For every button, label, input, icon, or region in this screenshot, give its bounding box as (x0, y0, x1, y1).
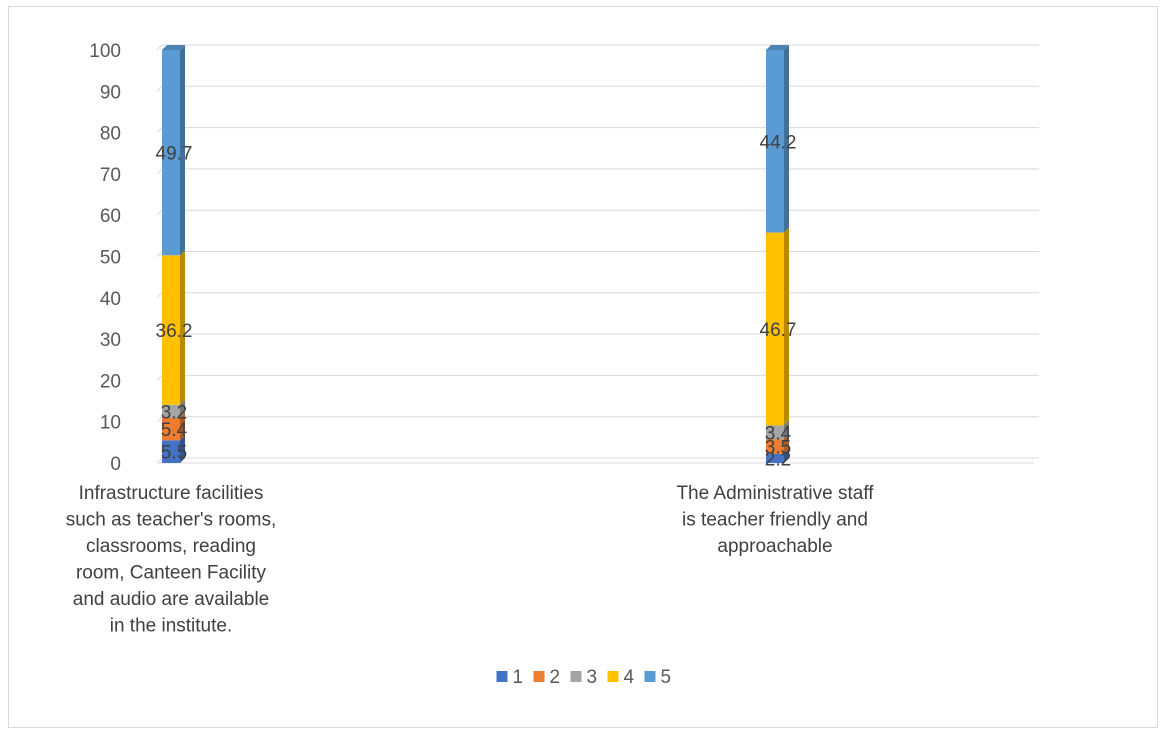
gridline-side-10 (156, 416, 163, 423)
gridline-side-30 (156, 333, 163, 340)
gridline-side-90 (156, 85, 163, 92)
legend-item-3: 3 (570, 667, 598, 688)
y-tick-label-90: 90 (100, 82, 121, 103)
bar-front (766, 453, 784, 463)
data-label-cat1-series-1: 5.5 (161, 443, 187, 464)
bar-side (180, 412, 185, 441)
legend-swatch (533, 671, 545, 682)
bar-side (784, 448, 789, 463)
category-label-line: The Administrative staff (676, 483, 874, 504)
category-label-2: The Administrative staff is teacher frien… (676, 483, 874, 557)
gridline-side-80 (156, 127, 163, 133)
legend-item-4: 4 (607, 667, 635, 688)
category-label-line: in the institute. (110, 616, 233, 637)
data-label-cat2-series-4: 46.7 (760, 320, 797, 341)
y-tick-label-10: 10 (100, 413, 121, 434)
category-label-line: approachable (717, 536, 832, 557)
category-label-line: and audio are available (73, 589, 270, 610)
y-tick-label-60: 60 (100, 206, 121, 227)
bar-segment-cat1-series-3 (162, 399, 185, 418)
legend-item-5: 5 (644, 667, 672, 688)
category-label-1: Infrastructure facilities such as teacher… (66, 483, 277, 637)
category-label-line: classrooms, reading (86, 536, 256, 557)
y-tick-label-100: 100 (89, 41, 121, 62)
y-tick-label-30: 30 (100, 330, 121, 351)
bar-front (766, 232, 784, 426)
bar-segment-cat1-series-1 (162, 435, 185, 463)
legend-label: 4 (624, 667, 635, 688)
bar-front (162, 417, 180, 441)
bar-side (784, 45, 789, 233)
bar-side (784, 434, 789, 454)
bar-side (180, 250, 185, 405)
data-label-cat2-series-2: 3.5 (765, 438, 791, 459)
chart-frame: 0 10 20 30 40 50 60 70 80 90 100 5.5 5.4 3.2 36.2 49.7… (8, 6, 1158, 728)
bar-front (766, 50, 784, 233)
gridline-side-70 (156, 168, 163, 175)
gridline-side-20 (156, 375, 163, 381)
data-label-cat1-series-2: 5.4 (161, 420, 188, 441)
category-labels: Infrastructure facilities such as teacher… (66, 483, 875, 637)
category-label-line: room, Canteen Facility (76, 563, 267, 584)
y-tick-label-70: 70 (100, 165, 121, 186)
bar-segment-cat1-series-4 (162, 250, 185, 405)
bar-segment-cat2-series-4 (766, 227, 789, 426)
gridline-side-50 (156, 251, 163, 257)
bar-side (784, 420, 789, 440)
data-label-cat1-series-4: 36.2 (156, 321, 193, 342)
data-label-cat1-series-3: 3.2 (161, 402, 187, 423)
gridline-side-60 (156, 209, 163, 216)
data-label-cat2-series-5: 44.2 (760, 132, 797, 153)
bar-front (766, 439, 784, 454)
gridline-side-40 (156, 292, 163, 299)
gridline-side-0 (156, 457, 163, 464)
legend-label: 5 (661, 667, 672, 688)
legend-swatch (607, 671, 619, 682)
bar-segment-cat2-series-2 (766, 434, 789, 454)
y-tick-label-80: 80 (100, 124, 121, 145)
bar-segment-cat2-series-3 (766, 420, 789, 440)
category-label-line: is teacher friendly and (682, 510, 868, 531)
legend-item-2: 2 (533, 667, 561, 688)
bar-top (162, 45, 185, 50)
bar-front (162, 440, 180, 463)
legend-label: 3 (587, 667, 598, 688)
legend-label: 1 (513, 667, 524, 688)
y-axis-tick-labels: 0 10 20 30 40 50 60 70 80 90 100 (89, 41, 121, 475)
legend-label: 2 (550, 667, 561, 688)
y-tick-label-20: 20 (100, 371, 121, 392)
data-label-cat1-series-5: 49.7 (156, 144, 193, 165)
y-tick-label-50: 50 (100, 248, 121, 269)
category-label-line: such as teacher's rooms, (66, 510, 277, 531)
category-label-line: Infrastructure facilities (79, 483, 264, 504)
legend-item-1: 1 (496, 667, 524, 688)
bar-front (162, 255, 180, 405)
data-label-cat2-series-1: 2.2 (765, 449, 791, 470)
y-tick-label-40: 40 (100, 289, 121, 310)
gridline-side-100 (156, 44, 163, 51)
bar-side (180, 45, 185, 256)
bar-front (766, 425, 784, 440)
bar-segment-cat2-series-5 (766, 45, 789, 233)
gridlines (156, 44, 1039, 464)
bar-side (180, 399, 185, 418)
y-tick-label-0: 0 (110, 454, 121, 475)
legend: 1 2 3 4 5 (496, 667, 672, 688)
bar-segment-cat1-series-5 (162, 45, 185, 256)
bar-side (180, 435, 185, 463)
bar-top (766, 45, 789, 50)
data-labels: 5.55.43.2 36.2 49.7 2.23.53.4 46.7 44.2 (156, 132, 797, 470)
bar-side (784, 227, 789, 426)
data-label-cat2-series-3: 3.4 (765, 423, 792, 444)
stacked-bar-chart: 0 10 20 30 40 50 60 70 80 90 100 5.55.43.2 36.2 49.7… (66, 41, 1039, 688)
bar-front (162, 50, 180, 256)
legend-swatch (570, 671, 582, 682)
bar-segment-cat1-series-2 (162, 412, 185, 441)
bar-front (162, 404, 180, 418)
legend-swatch (496, 671, 508, 682)
bar-segment-cat2-series-1 (766, 448, 789, 463)
legend-swatch (644, 671, 656, 682)
bars (162, 45, 789, 463)
